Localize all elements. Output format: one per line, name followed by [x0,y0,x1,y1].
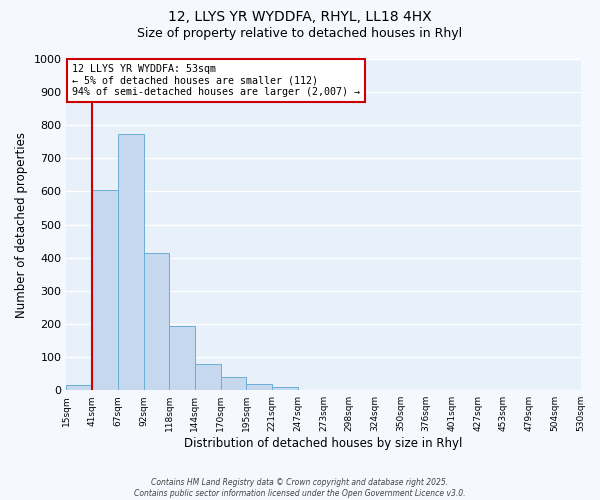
Text: 12 LLYS YR WYDDFA: 53sqm
← 5% of detached houses are smaller (112)
94% of semi-d: 12 LLYS YR WYDDFA: 53sqm ← 5% of detache… [71,64,359,97]
Bar [92,190,118,390]
Bar [118,134,143,390]
Bar [67,385,92,390]
Text: 12, LLYS YR WYDDFA, RHYL, LL18 4HX: 12, LLYS YR WYDDFA, RHYL, LL18 4HX [168,10,432,24]
Text: Contains HM Land Registry data © Crown copyright and database right 2025.
Contai: Contains HM Land Registry data © Crown c… [134,478,466,498]
X-axis label: Distribution of detached houses by size in Rhyl: Distribution of detached houses by size … [184,437,463,450]
Text: Size of property relative to detached houses in Rhyl: Size of property relative to detached ho… [137,28,463,40]
Bar [195,364,221,390]
Bar [247,384,272,390]
Bar [221,377,247,390]
Bar [143,253,169,390]
Y-axis label: Number of detached properties: Number of detached properties [15,132,28,318]
Bar [272,387,298,390]
Bar [169,326,195,390]
